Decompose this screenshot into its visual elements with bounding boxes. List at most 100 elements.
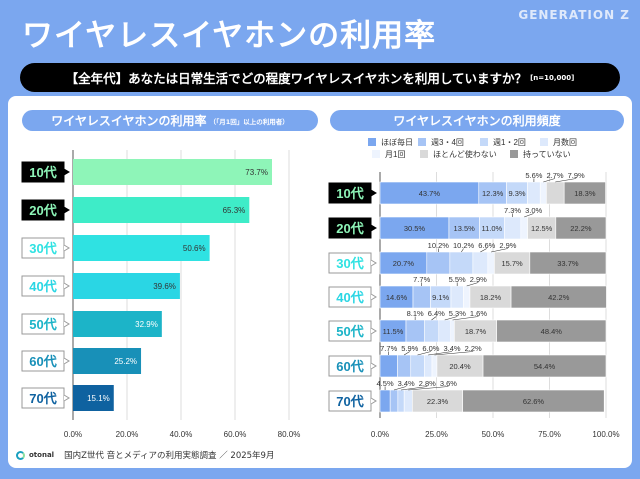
stacked-segment <box>397 389 405 413</box>
left-title-note: （「月1回」以上の利用者） <box>209 117 289 126</box>
callout-line <box>461 248 464 253</box>
age-label: 40代 <box>336 290 363 305</box>
callout-label: 7.3% <box>504 206 521 215</box>
x-tick-label: 0.0% <box>64 430 82 439</box>
age-label: 50代 <box>29 317 56 332</box>
data-label: 39.6% <box>153 282 176 291</box>
stacked-segment <box>487 251 495 275</box>
x-tick-label: 100.0% <box>592 430 619 439</box>
callout-line <box>434 351 474 356</box>
pointer-icon <box>370 327 377 335</box>
legend-swatch <box>480 138 488 146</box>
age-label: 10代 <box>336 186 363 201</box>
stacked-segment <box>412 285 431 309</box>
legend-swatch <box>372 150 380 158</box>
age-label: 40代 <box>29 279 56 294</box>
stacked-segment <box>449 251 474 275</box>
x-tick-label: 50.0% <box>482 430 505 439</box>
data-label: 12.5% <box>531 224 553 233</box>
callout-line <box>408 386 449 391</box>
age-label: 70代 <box>336 394 363 409</box>
callout-line <box>403 351 410 356</box>
callout-label: 5.6% <box>525 171 542 180</box>
stacked-segment <box>403 389 413 413</box>
data-label: 50.6% <box>183 244 206 253</box>
callout-line <box>452 316 479 321</box>
callout-line <box>555 178 577 183</box>
data-label: 11.5% <box>383 327 404 336</box>
callout-label: 3.6% <box>440 379 457 388</box>
callout-label: 5.9% <box>401 344 418 353</box>
source-text: 国内Z世代 音とメディアの利用実態調査 ／ 2025年9月 <box>64 451 275 461</box>
callout-label: 2.9% <box>499 241 516 250</box>
legend-label: ほぼ毎日 <box>381 137 413 147</box>
legend-label: 週3・4回 <box>431 138 464 147</box>
callout-label: 6.6% <box>478 241 495 250</box>
callout-label: 2.2% <box>465 344 482 353</box>
stacked-segment <box>563 181 606 205</box>
age-label: 60代 <box>29 354 56 369</box>
stacked-segment <box>410 354 425 378</box>
callout-line <box>466 282 479 287</box>
callout-line <box>480 248 487 253</box>
data-label: 73.7% <box>245 168 268 177</box>
callout-line <box>444 316 458 321</box>
age-label: 30代 <box>336 256 363 271</box>
x-tick-label: 0.0% <box>371 430 389 439</box>
pointer-icon <box>370 259 377 267</box>
stacked-segment <box>426 251 451 275</box>
bar <box>73 235 210 261</box>
pointer-icon <box>370 189 377 197</box>
pointer-icon <box>370 362 377 370</box>
data-label: 62.6% <box>523 397 545 406</box>
callout-label: 3.0% <box>525 206 542 215</box>
pointer-icon <box>63 168 70 176</box>
data-label: 15.7% <box>501 259 523 268</box>
bar <box>73 311 162 337</box>
stacked-segment <box>423 354 433 378</box>
x-tick-label: 75.0% <box>538 430 561 439</box>
callout-line <box>431 316 437 321</box>
age-label: 60代 <box>336 359 363 374</box>
stacked-segment <box>472 251 489 275</box>
pointer-icon <box>63 282 70 290</box>
stacked-segment <box>463 285 471 309</box>
data-label: 9.3% <box>509 189 526 198</box>
data-label: 48.4% <box>541 327 563 336</box>
footer: otonal 国内Z世代 音とメディアの利用実態調査 ／ 2025年9月 <box>16 449 274 461</box>
age-label: 10代 <box>29 165 56 180</box>
otonal-logo-icon <box>16 450 25 460</box>
data-label: 18.7% <box>465 327 487 336</box>
stacked-segment <box>379 389 391 413</box>
pointer-icon <box>63 394 70 402</box>
callout-label: 7.9% <box>568 171 585 180</box>
data-label: 30.5% <box>404 224 426 233</box>
stacked-segment <box>520 216 528 240</box>
stacked-segment <box>423 319 440 343</box>
callout-label: 2.9% <box>470 275 487 284</box>
callout-line <box>393 386 407 391</box>
legend-swatch <box>418 138 426 146</box>
data-label: 20.4% <box>449 362 471 371</box>
callout-label: 6.0% <box>422 344 439 353</box>
bar <box>73 385 114 411</box>
data-label: 43.7% <box>419 189 441 198</box>
callout-label: 2.7% <box>546 171 563 180</box>
pointer-icon <box>370 293 377 301</box>
legend-label: 持っていない <box>523 149 571 159</box>
age-label: 30代 <box>29 241 56 256</box>
pointer-icon <box>63 244 70 252</box>
stacked-segment <box>482 354 607 378</box>
data-label: 11.0% <box>482 224 503 233</box>
legend-label: 月数回 <box>553 137 577 147</box>
legend-swatch <box>420 150 428 158</box>
age-label: 70代 <box>29 391 56 406</box>
x-tick-label: 40.0% <box>170 430 193 439</box>
stacked-segment <box>438 319 452 343</box>
callout-label: 7.7% <box>413 275 430 284</box>
legend-label: 週1・2回 <box>493 138 526 147</box>
bar <box>73 348 142 374</box>
stacked-segment <box>397 354 412 378</box>
data-label: 32.9% <box>135 320 158 329</box>
